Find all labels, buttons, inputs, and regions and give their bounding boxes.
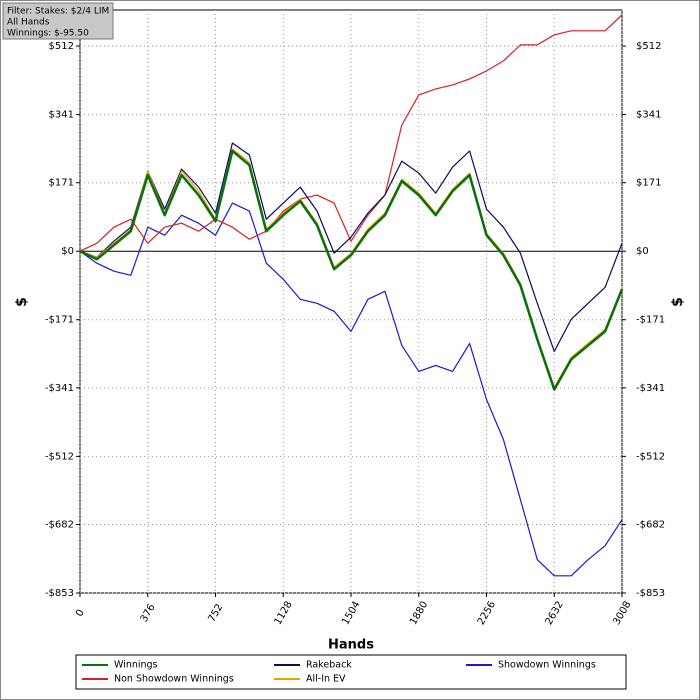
- y-tick-label: $0: [61, 246, 74, 257]
- y-tick-label: -$171: [45, 315, 74, 326]
- y2-tick-label: -$682: [636, 519, 665, 530]
- x-axis-label: Hands: [328, 638, 374, 653]
- y2-tick-label: $512: [636, 41, 661, 52]
- y-tick-label: -$341: [45, 383, 74, 394]
- y-tick-label: -$853: [45, 588, 74, 599]
- y-tick-label: -$682: [45, 519, 74, 530]
- y-tick-label: -$512: [45, 451, 74, 462]
- y2-axis-label: $: [670, 297, 686, 307]
- x-tick-label: 0: [74, 608, 87, 619]
- y2-tick-label: -$853: [636, 588, 665, 599]
- legend: [75, 654, 627, 690]
- series-line: [79, 14, 623, 252]
- y2-tick-label: $0: [636, 246, 649, 257]
- filter-text: Filter: Stakes: $2/4 LIM: [7, 7, 109, 17]
- legend-label: Winnings: [114, 660, 158, 671]
- legend-label: Rakeback: [306, 660, 352, 671]
- y-tick-label: $512: [49, 41, 74, 52]
- filter-text: All Hands: [7, 18, 50, 28]
- legend-label: Showdown Winnings: [498, 660, 596, 671]
- y-axis-label: $: [14, 297, 30, 307]
- filter-text: Winnings: $-95.50: [7, 29, 89, 39]
- y-tick-label: $171: [49, 178, 74, 189]
- plot-area: [79, 9, 623, 594]
- series-line: [79, 149, 624, 391]
- plot: [79, 10, 624, 594]
- series-line: [79, 202, 623, 577]
- y2-tick-label: -$341: [636, 383, 665, 394]
- legend-label: All-In EV: [306, 674, 346, 685]
- y2-tick-label: $171: [636, 178, 661, 189]
- y2-tick-label: -$171: [636, 315, 665, 326]
- series-line: [79, 142, 623, 352]
- y2-tick-label: -$512: [636, 451, 665, 462]
- filter-box: [2, 2, 114, 40]
- y-tick-label: $341: [49, 110, 74, 121]
- y2-tick-label: $341: [636, 110, 661, 121]
- legend-label: Non Showdown Winnings: [114, 674, 234, 685]
